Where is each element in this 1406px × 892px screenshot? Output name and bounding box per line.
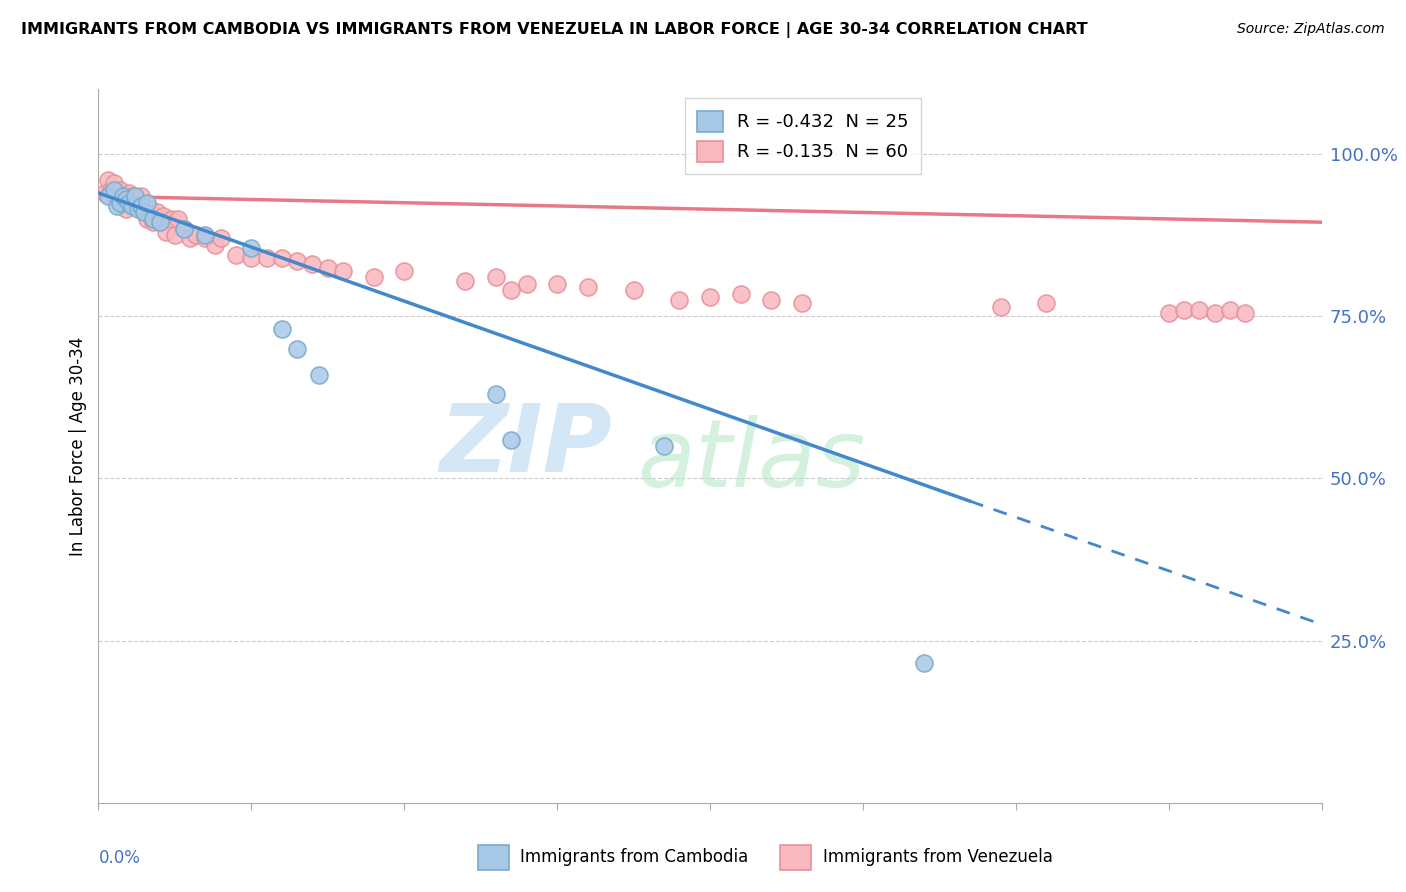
Point [136,195,159,210]
Point [1219,302,1241,317]
Point [485,387,508,401]
Point [97,173,120,187]
Y-axis label: In Labor Force | Age 30-34: In Labor Force | Age 30-34 [69,336,87,556]
Point [186,228,208,243]
Text: atlas: atlas [637,415,865,506]
Bar [780,845,811,870]
Point [285,254,308,268]
Text: IMMIGRANTS FROM CAMBODIA VS IMMIGRANTS FROM VENEZUELA IN LABOR FORCE | AGE 30-34: IMMIGRANTS FROM CAMBODIA VS IMMIGRANTS F… [21,22,1088,38]
Point [623,283,645,297]
Point [759,293,782,307]
Point [136,211,159,226]
Point [516,277,538,291]
Point [204,238,226,252]
Point [454,274,477,288]
Point [108,195,131,210]
Point [240,241,263,255]
Point [332,264,354,278]
Point [152,209,174,223]
Point [194,228,217,243]
Point [990,300,1012,314]
Point [127,202,149,217]
Point [301,257,323,271]
Point [285,342,308,356]
Point [1188,302,1211,317]
Point [139,202,162,217]
Legend: R = -0.432  N = 25, R = -0.135  N = 60: R = -0.432 N = 25, R = -0.135 N = 60 [685,98,921,174]
Point [1173,302,1195,317]
Point [127,199,149,213]
Text: Immigrants from Venezuela: Immigrants from Venezuela [823,848,1052,866]
Point [1234,306,1257,320]
Point [124,189,146,203]
Bar [478,845,509,870]
Point [179,231,201,245]
Point [363,270,385,285]
Point [392,264,416,278]
Point [173,221,195,235]
Point [270,251,292,265]
Point [103,183,125,197]
Point [134,205,156,219]
Point [103,176,125,190]
Text: 0.0%: 0.0% [98,849,141,867]
Point [115,202,138,217]
Point [501,283,523,297]
Point [1157,306,1180,320]
Point [730,286,752,301]
Point [173,221,195,235]
Point [121,199,143,213]
Point [145,205,167,219]
Point [308,368,330,382]
Point [240,251,263,265]
Point [105,189,128,203]
Point [1035,296,1057,310]
Point [652,439,675,453]
Point [105,199,128,213]
Point [142,215,165,229]
Point [194,231,217,245]
Point [115,193,138,207]
Point [111,195,134,210]
Point [121,189,143,203]
Point [790,296,813,310]
Point [1204,306,1226,320]
Point [270,322,292,336]
Point [124,195,146,210]
Point [546,277,568,291]
Point [149,215,172,229]
Point [129,189,152,203]
Point [160,211,183,226]
Point [134,205,156,219]
Point [167,211,190,226]
Point [108,183,131,197]
Point [155,225,177,239]
Text: ZIP: ZIP [439,400,612,492]
Point [501,433,523,447]
Point [149,215,172,229]
Text: Source: ZipAtlas.com: Source: ZipAtlas.com [1237,22,1385,37]
Point [209,231,232,245]
Point [111,189,134,203]
Point [485,270,508,285]
Point [912,657,935,671]
Point [576,280,599,294]
Point [97,189,120,203]
Point [100,183,122,197]
Point [129,199,152,213]
Point [256,251,278,265]
Point [142,211,165,226]
Text: Immigrants from Cambodia: Immigrants from Cambodia [520,848,748,866]
Point [118,186,141,200]
Point [225,247,247,261]
Point [668,293,690,307]
Point [316,260,339,275]
Point [93,186,115,200]
Point [118,195,141,210]
Point [699,290,721,304]
Point [163,228,186,243]
